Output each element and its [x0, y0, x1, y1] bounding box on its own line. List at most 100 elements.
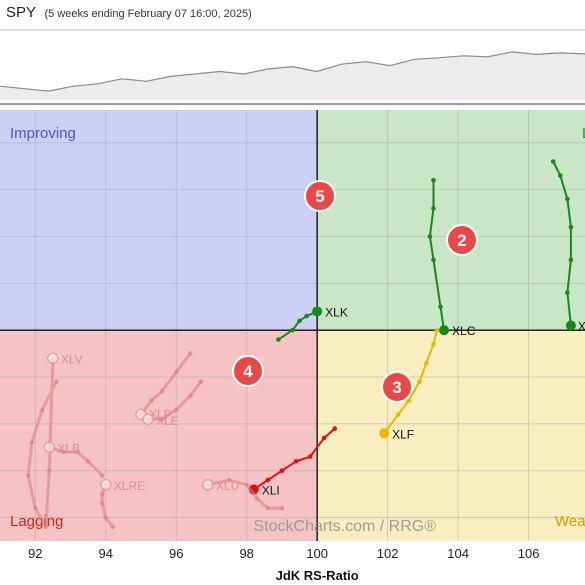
badge-circle [304, 180, 336, 212]
price-line [0, 51, 585, 92]
series-xlf: XLF [379, 327, 440, 441]
series-point [321, 435, 327, 441]
series-point [54, 379, 59, 385]
badge-circle [232, 355, 264, 387]
series-xlre: XLRE [99, 479, 145, 530]
series-point [149, 398, 154, 403]
series-point [99, 491, 105, 497]
series-head-point [312, 306, 323, 317]
price-area [0, 51, 585, 100]
series-head-point [439, 325, 450, 336]
series-label: XLY [578, 320, 585, 334]
series-head-point [47, 352, 59, 365]
series-point [99, 473, 105, 478]
series-label: XLF [392, 427, 414, 441]
series-label: XLU [216, 479, 239, 493]
annotation-badge-5: 5 [304, 180, 336, 212]
series-point [431, 177, 436, 183]
series-tail [428, 179, 445, 332]
series-point [307, 454, 313, 459]
series-head-point [142, 413, 154, 425]
series-point [406, 398, 412, 403]
series-point [99, 501, 105, 506]
series-head-point [202, 479, 214, 491]
symbol-label: SPY [6, 4, 37, 21]
series-point [32, 505, 38, 511]
series-point [254, 496, 260, 502]
series-point [431, 341, 436, 347]
series-point [159, 388, 165, 394]
annotation-badge-2: 2 [446, 224, 478, 256]
badge-label: 4 [243, 362, 253, 381]
series-point [265, 477, 271, 483]
quadrant-leading [317, 110, 585, 331]
quadrant-improving [0, 110, 318, 331]
series-point [304, 313, 309, 319]
series-point [434, 327, 440, 333]
series-xlb: XLB [43, 441, 105, 478]
series-point [550, 159, 556, 164]
series-point [43, 524, 49, 530]
series-point [395, 412, 401, 417]
series-point [568, 257, 574, 263]
series-point [226, 477, 232, 483]
quadrant-weakening [317, 330, 585, 541]
period-label: (5 weeks ending February 07 16:00, 2025) [44, 8, 252, 20]
series-point [417, 379, 422, 385]
series-label: XLC [452, 324, 476, 338]
series-point [39, 407, 45, 413]
x-tick-label: 92 [28, 546, 42, 561]
series-label: XLV [61, 352, 83, 366]
series-point [173, 370, 179, 375]
series-point [276, 337, 281, 342]
x-tick-label: 106 [518, 546, 540, 561]
series-head-point [43, 441, 56, 454]
series-label: XLE [156, 414, 179, 428]
x-tick-label: 94 [98, 546, 112, 561]
series-point [173, 407, 179, 413]
series-point [565, 196, 570, 202]
series-tail [206, 478, 284, 510]
badge-circle [381, 371, 413, 403]
quadrant-label-leading: Leading [582, 125, 585, 142]
series-point [188, 393, 193, 399]
x-axis-label: JdK RS-Ratio [276, 568, 359, 583]
badge-label: 2 [457, 231, 466, 250]
series-xlv: XLV [25, 352, 83, 530]
series-point [279, 468, 285, 474]
series-point [29, 440, 35, 445]
series-head-point [99, 479, 112, 491]
series-point [293, 459, 299, 464]
badge-label: 5 [315, 187, 324, 206]
series-label: XLK [325, 305, 348, 319]
series-point [558, 173, 563, 178]
series-label: XLI [262, 483, 280, 497]
quadrant-label-lagging: Lagging [10, 513, 63, 530]
series-head-point [379, 428, 390, 439]
watermark: StockCharts.com / RRG® [254, 518, 437, 535]
series-point [75, 449, 80, 455]
series-point [265, 505, 271, 511]
series-point [438, 304, 443, 310]
series-label: XLRE [114, 479, 145, 493]
series-head-point [565, 320, 576, 331]
series-xlc: XLC [427, 177, 476, 338]
series-tail [26, 356, 58, 529]
series-point [424, 360, 429, 366]
series-label: XLB [57, 441, 80, 455]
x-tick-label: 96 [169, 546, 183, 561]
series-point [110, 524, 116, 530]
series-point [431, 206, 436, 211]
series-point [431, 257, 436, 263]
badge-label: 3 [392, 378, 401, 397]
badge-circle [446, 224, 478, 256]
quadrant-label-weakening: Weakening [555, 513, 585, 530]
series-point [25, 473, 31, 478]
series-xlk: XLK [276, 305, 348, 342]
series-point [188, 351, 193, 356]
series-xlu: XLU [202, 477, 285, 511]
series-point [244, 482, 249, 488]
x-tick-label: 100 [306, 546, 328, 561]
